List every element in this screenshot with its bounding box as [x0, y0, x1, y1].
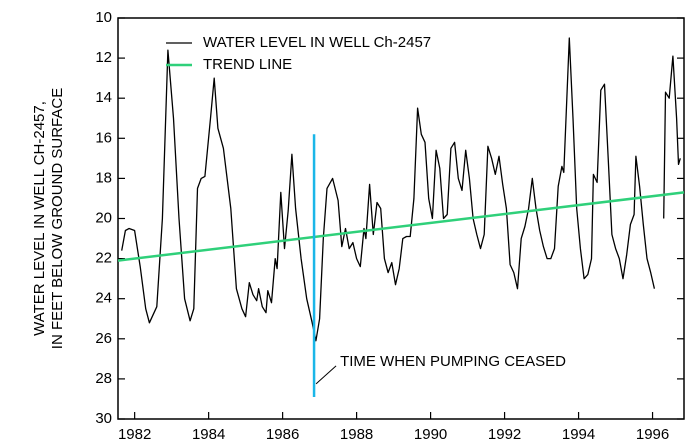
trend-line	[117, 191, 685, 262]
y-tick-label: 18	[95, 169, 112, 186]
legend-label: TREND LINE	[203, 56, 292, 73]
water-level-line	[121, 37, 681, 342]
x-tick-label: 1996	[636, 426, 669, 443]
y-tick-label: 24	[95, 290, 112, 307]
legend-label: WATER LEVEL IN WELL Ch-2457	[203, 34, 431, 51]
x-tick-label: 1994	[562, 426, 595, 443]
y-tick-label: 30	[95, 410, 112, 427]
x-tick-label: 1992	[488, 426, 521, 443]
y-axis-label-line: WATER LEVEL IN WELL CH-2457,	[31, 101, 48, 336]
x-tick-label: 1988	[340, 426, 373, 443]
y-tick-label: 28	[95, 370, 112, 387]
y-tick-label: 20	[95, 209, 112, 226]
x-tick-label: 1990	[414, 426, 447, 443]
y-tick-label: 10	[95, 9, 112, 26]
x-tick-label: 1982	[118, 426, 151, 443]
y-tick-label: 22	[95, 250, 112, 267]
annotation-leader	[315, 365, 337, 385]
x-tick-label: 1984	[192, 426, 225, 443]
y-axis-label: WATER LEVEL IN WELL CH-2457, IN FEET BELO…	[31, 88, 66, 349]
annotation: TIME WHEN PUMPING CEASED	[340, 353, 566, 370]
y-tick-label: 12	[95, 49, 112, 66]
y-tick-label: 26	[95, 330, 112, 347]
y-tick-label: 14	[95, 89, 112, 106]
y-tick-label: 16	[95, 129, 112, 146]
x-tick-label: 1986	[266, 426, 299, 443]
y-axis-label-line: IN FEET BELOW GROUND SURFACE	[49, 88, 66, 349]
